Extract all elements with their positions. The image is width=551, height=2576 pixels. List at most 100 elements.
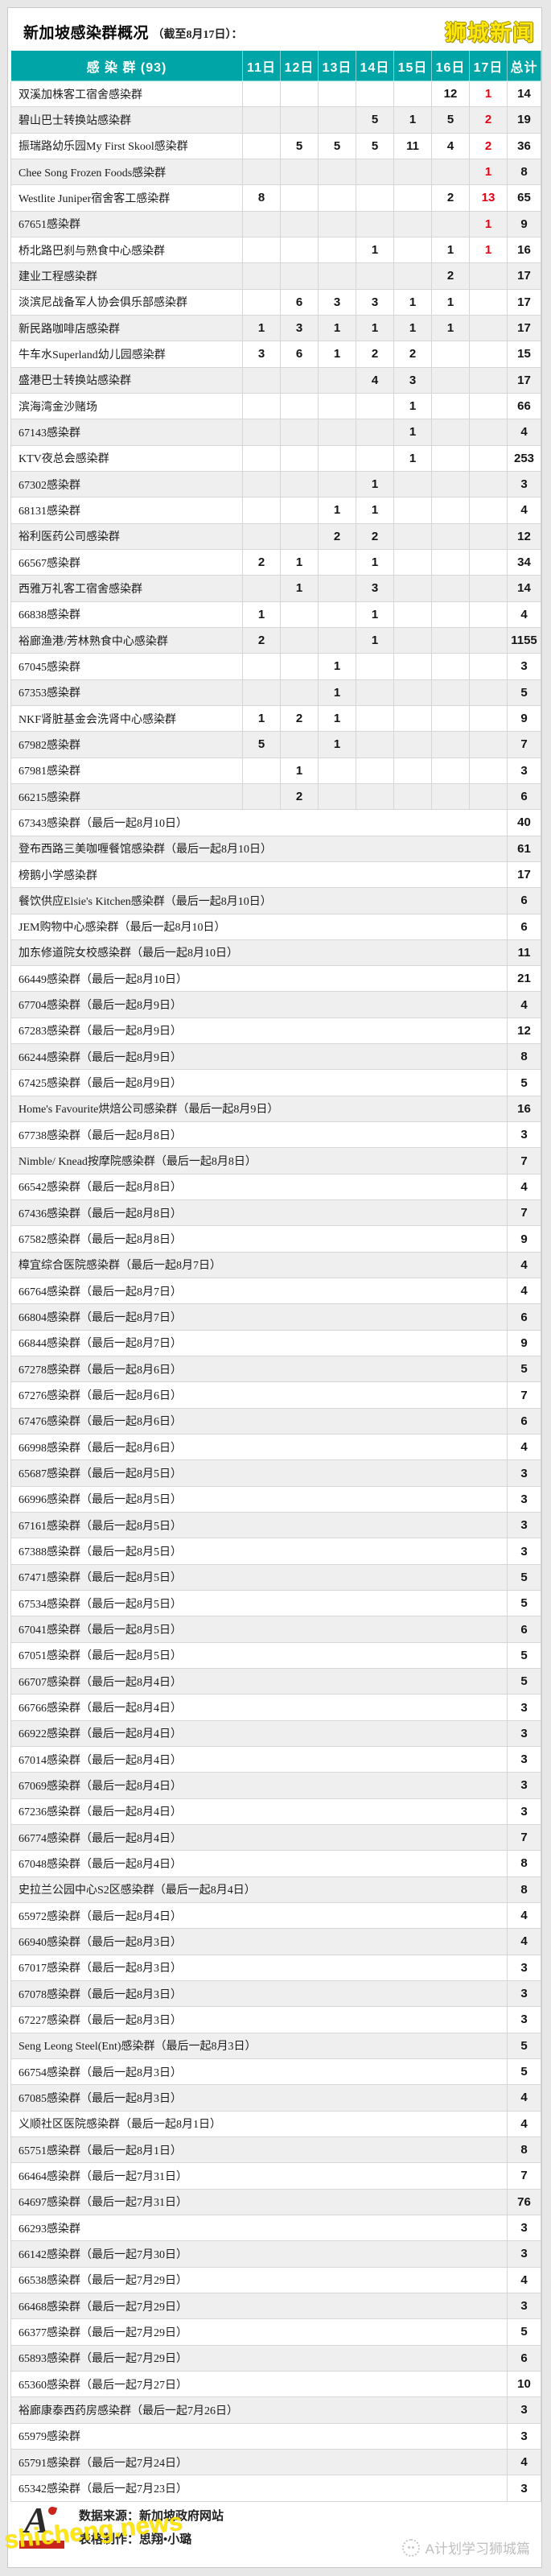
table-row: 盛港巴士转换站感染群 4 3 17 xyxy=(10,366,541,394)
table-row: 67471感染群（最后一起8月5日） 5 xyxy=(10,1563,541,1591)
total-value: 36 xyxy=(507,132,541,159)
cluster-name: JEM购物中心感染群（最后一起8月10日） xyxy=(10,913,508,940)
total-value: 17 xyxy=(507,366,541,394)
day-value xyxy=(242,679,281,706)
total-value: 3 xyxy=(507,1485,541,1513)
day-value xyxy=(280,470,319,498)
column-header: 17日 xyxy=(469,50,508,81)
total-value: 17 xyxy=(507,288,541,316)
table-row: 碧山巴士转换站感染群 5 1 5 2 19 xyxy=(10,106,541,134)
total-value: 7 xyxy=(507,1199,541,1227)
total-value: 3 xyxy=(507,1772,541,1799)
day-value xyxy=(356,210,394,237)
table-row: 67048感染群（最后一起8月4日） 8 xyxy=(10,1850,541,1877)
table-row: 66142感染群（最后一起7月30日） 3 xyxy=(10,2240,541,2268)
table-row: Chee Song Frozen Foods感染群 1 8 xyxy=(10,158,541,186)
day-value: 1 xyxy=(431,314,470,342)
table-row: 65687感染群（最后一起8月5日） 3 xyxy=(10,1459,541,1487)
total-value: 6 xyxy=(507,2344,541,2372)
total-value: 4 xyxy=(507,991,541,1018)
total-value: 16 xyxy=(507,1095,541,1123)
cluster-name: 66998感染群（最后一起8月6日） xyxy=(10,1434,508,1461)
table-row: 建业工程感染群 2 17 xyxy=(10,262,541,290)
day-value xyxy=(393,757,432,784)
table-row: 66774感染群（最后一起8月4日） 7 xyxy=(10,1823,541,1852)
table-sheet: 新加坡感染群概况 （截至8月17日）： 狮城新闻 感 染 群 (93) 11日 12… xyxy=(7,7,542,2568)
page-title-date: （截至8月17日）： xyxy=(152,29,243,41)
day-value xyxy=(356,184,394,212)
day-value: 3 xyxy=(242,341,281,368)
day-value: 1 xyxy=(469,210,508,237)
day-value: 4 xyxy=(431,132,470,159)
day-value: 2 xyxy=(431,262,470,290)
day-value: 3 xyxy=(356,288,394,316)
total-value: 3 xyxy=(507,2422,541,2450)
cluster-name: Nimble/ Knead按摩院感染群（最后一起8月8日） xyxy=(10,1147,508,1174)
day-value xyxy=(280,653,319,680)
total-value: 1155 xyxy=(507,626,541,654)
day-value: 2 xyxy=(431,184,470,212)
day-value xyxy=(469,392,508,420)
total-value: 5 xyxy=(507,2032,541,2059)
table-row: 67582感染群（最后一起8月8日） 9 xyxy=(10,1225,541,1253)
day-value xyxy=(242,236,281,264)
cluster-name: 裕廊康泰西药房感染群（最后一起7月26日） xyxy=(10,2396,508,2424)
day-value xyxy=(318,548,356,576)
table-row: 66754感染群（最后一起8月3日） 5 xyxy=(10,2058,541,2086)
day-value xyxy=(356,262,394,290)
table-row: 义顺社区医院感染群（最后一起8月1日） 4 xyxy=(10,2110,541,2137)
cluster-name: 樟宜综合医院感染群（最后一起8月7日） xyxy=(10,1251,508,1279)
day-value xyxy=(280,392,319,420)
table-row: 66844感染群（最后一起8月7日） 9 xyxy=(10,1329,541,1357)
cluster-name: 66996感染群（最后一起8月5日） xyxy=(10,1485,508,1513)
day-value: 2 xyxy=(469,132,508,159)
total-value: 5 xyxy=(507,1641,541,1670)
cluster-name: 榜鹅小学感染群 xyxy=(10,861,508,889)
total-value: 8 xyxy=(507,1850,541,1877)
table-row: 淡滨尼战备军人协会俱乐部感染群 6 3 3 1 1 17 xyxy=(10,288,541,316)
day-value xyxy=(469,575,508,602)
total-value: 6 xyxy=(507,1616,541,1643)
day-value xyxy=(431,782,470,811)
day-value xyxy=(318,80,356,108)
total-value: 3 xyxy=(507,2006,541,2033)
cluster-name: 66567感染群 xyxy=(10,548,243,576)
day-value xyxy=(356,653,394,680)
table-row: NKF肾脏基金会洗肾中心感染群 1 2 1 9 xyxy=(10,704,541,733)
total-value: 3 xyxy=(507,757,541,784)
table-row: 67236感染群（最后一起8月4日） 3 xyxy=(10,1798,541,1825)
total-value: 5 xyxy=(507,1356,541,1383)
cluster-name: 66142感染群（最后一起7月30日） xyxy=(10,2240,508,2268)
cluster-name: 66215感染群 xyxy=(10,782,243,811)
table-row: 65893感染群（最后一起7月29日） 6 xyxy=(10,2344,541,2372)
total-value: 4 xyxy=(507,1901,541,1930)
day-value xyxy=(318,392,356,420)
day-value xyxy=(393,626,432,654)
table-row: 66293感染群 3 xyxy=(10,2214,541,2242)
total-value: 5 xyxy=(507,2318,541,2346)
day-value xyxy=(431,366,470,394)
day-value xyxy=(242,288,281,316)
cluster-name: 史拉兰公园中心S2区感染群（最后一起8月4日） xyxy=(10,1876,508,1903)
cluster-name: Seng Leong Steel(Ent)感染群（最后一起8月3日） xyxy=(10,2032,508,2059)
table-row: 67078感染群（最后一起8月3日） 3 xyxy=(10,1979,541,2008)
table-row: 64697感染群（最后一起7月31日） 76 xyxy=(10,2188,541,2215)
table-row: 67353感染群 1 5 xyxy=(10,679,541,706)
cluster-name: 67343感染群（最后一起8月10日） xyxy=(10,809,508,836)
day-value xyxy=(431,548,470,576)
cluster-name: 67069感染群（最后一起8月4日） xyxy=(10,1772,508,1799)
cluster-name: 义顺社区医院感染群（最后一起8月1日） xyxy=(10,2110,508,2137)
cluster-name: 桥北路巴刹与熟食中心感染群 xyxy=(10,236,243,264)
cluster-name: 67085感染群（最后一起8月3日） xyxy=(10,2084,508,2112)
column-header: 16日 xyxy=(431,50,470,81)
a-plan-logo-letter: A xyxy=(24,2500,49,2541)
total-value: 8 xyxy=(507,1876,541,1903)
day-value xyxy=(469,548,508,576)
cluster-name: 66844感染群（最后一起8月7日） xyxy=(10,1329,508,1357)
day-value: 13 xyxy=(469,184,508,212)
day-value xyxy=(280,601,319,628)
day-value xyxy=(242,80,281,108)
cluster-name: 登布西路三美咖喱餐馆感染群（最后一起8月10日） xyxy=(10,835,508,862)
day-value xyxy=(318,757,356,784)
total-value: 21 xyxy=(507,965,541,993)
